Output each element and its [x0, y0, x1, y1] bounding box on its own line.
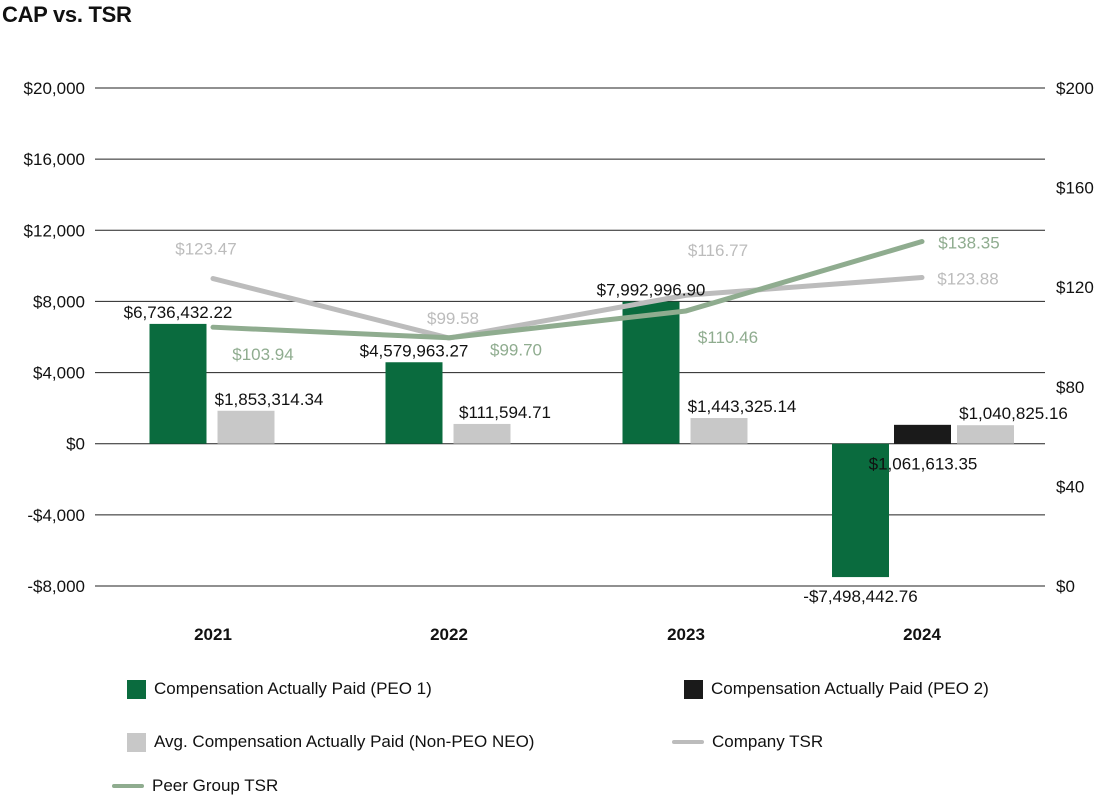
legend-label: Compensation Actually Paid (PEO 1) [154, 679, 432, 698]
legend-label: Peer Group TSR [152, 776, 279, 795]
bar-label-non-peo: $1,040,825.16 [959, 404, 1068, 423]
bar-label-non-peo: $111,594.71 [459, 403, 551, 422]
legend-swatch [127, 732, 146, 752]
company-tsr-label: $123.47 [175, 240, 236, 259]
right-tick-label: $160 [1056, 179, 1094, 198]
bar-label-peo1: $6,736,432.22 [124, 303, 233, 322]
bar-label-peo1: $7,992,996.90 [597, 281, 706, 300]
right-axis: $0 $40 $80 $120 $160 $200 [1056, 79, 1094, 596]
bar-non-peo [217, 410, 275, 444]
left-tick-label: $0 [66, 435, 85, 454]
left-tick-label: -$4,000 [27, 506, 85, 525]
legend-label: Avg. Compensation Actually Paid (Non-PEO… [154, 732, 535, 751]
x-tick-label: 2022 [430, 625, 468, 644]
company-tsr-label: $123.88 [937, 270, 998, 289]
bar-peo1 [832, 443, 889, 578]
bar-non-peo [453, 423, 511, 444]
bar-label-peo1: -$7,498,442.76 [803, 587, 917, 606]
data-labels: $6,736,432.22 $1,853,314.34 $4,579,963.27 $… [124, 234, 1068, 607]
left-tick-label: $12,000 [24, 221, 85, 240]
x-axis: 2021 2022 2023 2024 [194, 625, 941, 644]
legend-label: Company TSR [712, 732, 824, 751]
bar-peo2 [894, 424, 951, 444]
left-tick-label: -$8,000 [27, 577, 85, 596]
left-tick-label: $8,000 [33, 292, 85, 311]
left-tick-label: $4,000 [33, 364, 85, 383]
peer-group-tsr-line [210, 239, 925, 341]
left-tick-label: $16,000 [24, 150, 85, 169]
x-tick-label: 2023 [667, 625, 705, 644]
legend-item: Peer Group TSR [112, 776, 278, 796]
legend-line-swatch [672, 740, 704, 744]
peer-tsr-label: $99.70 [490, 341, 542, 360]
bar-peo1 [149, 323, 207, 444]
left-tick-label: $20,000 [24, 79, 85, 98]
legend-item: Compensation Actually Paid (PEO 2) [684, 679, 989, 699]
peer-tsr-label: $110.46 [698, 328, 758, 347]
bars [149, 301, 1014, 578]
right-tick-label: $120 [1056, 278, 1094, 297]
company-tsr-label: $99.58 [427, 309, 479, 328]
bar-label-non-peo: $1,443,325.14 [688, 397, 797, 416]
bar-peo1 [622, 301, 680, 444]
legend-swatch [127, 679, 146, 699]
peer-tsr-label: $138.35 [938, 234, 999, 253]
bar-label-peo2: $1,061,613.35 [869, 455, 978, 474]
tsr-lines [210, 239, 925, 341]
bar-label-peo1: $4,579,963.27 [360, 341, 469, 360]
chart-title: CAP vs. TSR [2, 2, 132, 27]
legend-label: Compensation Actually Paid (PEO 2) [711, 679, 989, 698]
gridlines [95, 87, 1045, 587]
right-tick-label: $200 [1056, 79, 1094, 98]
legend-item: Compensation Actually Paid (PEO 1) [127, 679, 432, 699]
bar-peo1 [385, 362, 443, 444]
peer-tsr-label: $103.94 [232, 345, 293, 364]
bar-label-non-peo: $1,853,314.34 [215, 390, 324, 409]
left-axis: -$8,000 -$4,000 $0 $4,000 $8,000 $12,000 $16,0… [24, 79, 85, 596]
x-tick-label: 2021 [194, 625, 232, 644]
right-tick-label: $0 [1056, 577, 1075, 596]
legend-swatch [684, 679, 703, 699]
legend-line-swatch [112, 784, 144, 788]
x-tick-label: 2024 [903, 625, 941, 644]
company-tsr-label: $116.77 [688, 241, 748, 260]
right-tick-label: $80 [1056, 378, 1084, 397]
bar-non-peo [957, 425, 1014, 444]
legend-item: Avg. Compensation Actually Paid (Non-PEO… [127, 732, 534, 752]
company-tsr-line [210, 275, 925, 341]
bar-non-peo [690, 418, 748, 444]
right-tick-label: $40 [1056, 477, 1084, 496]
legend-item: Company TSR [672, 732, 823, 752]
